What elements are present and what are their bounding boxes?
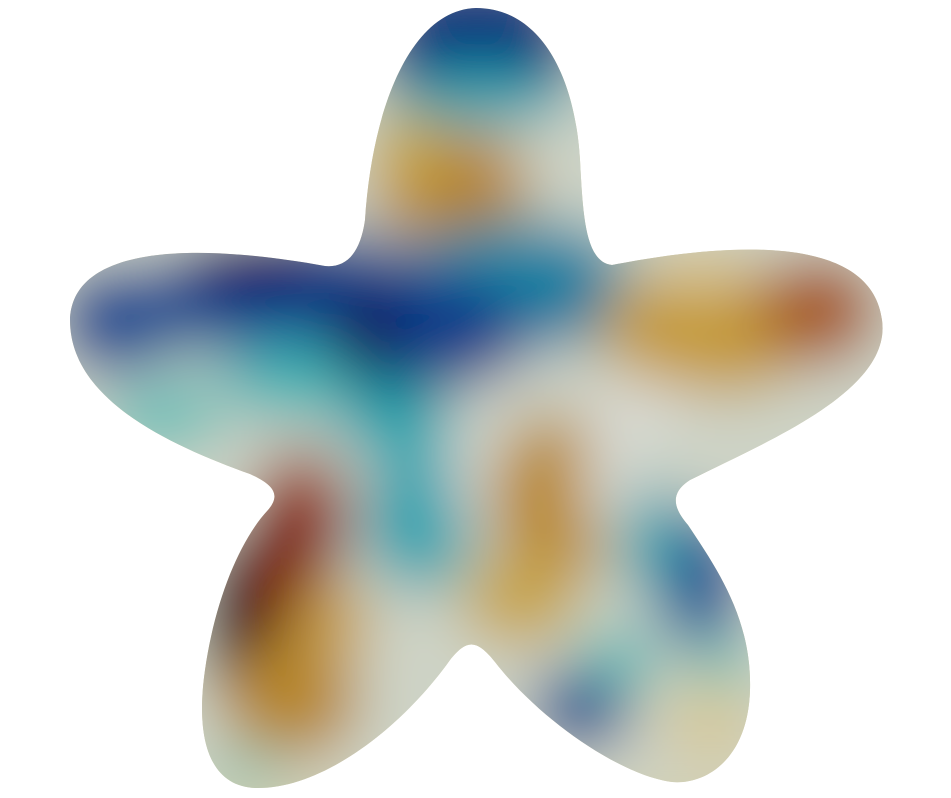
scalar-field-render bbox=[70, 8, 883, 789]
render-viewport bbox=[70, 8, 883, 789]
color-field bbox=[70, 8, 883, 789]
